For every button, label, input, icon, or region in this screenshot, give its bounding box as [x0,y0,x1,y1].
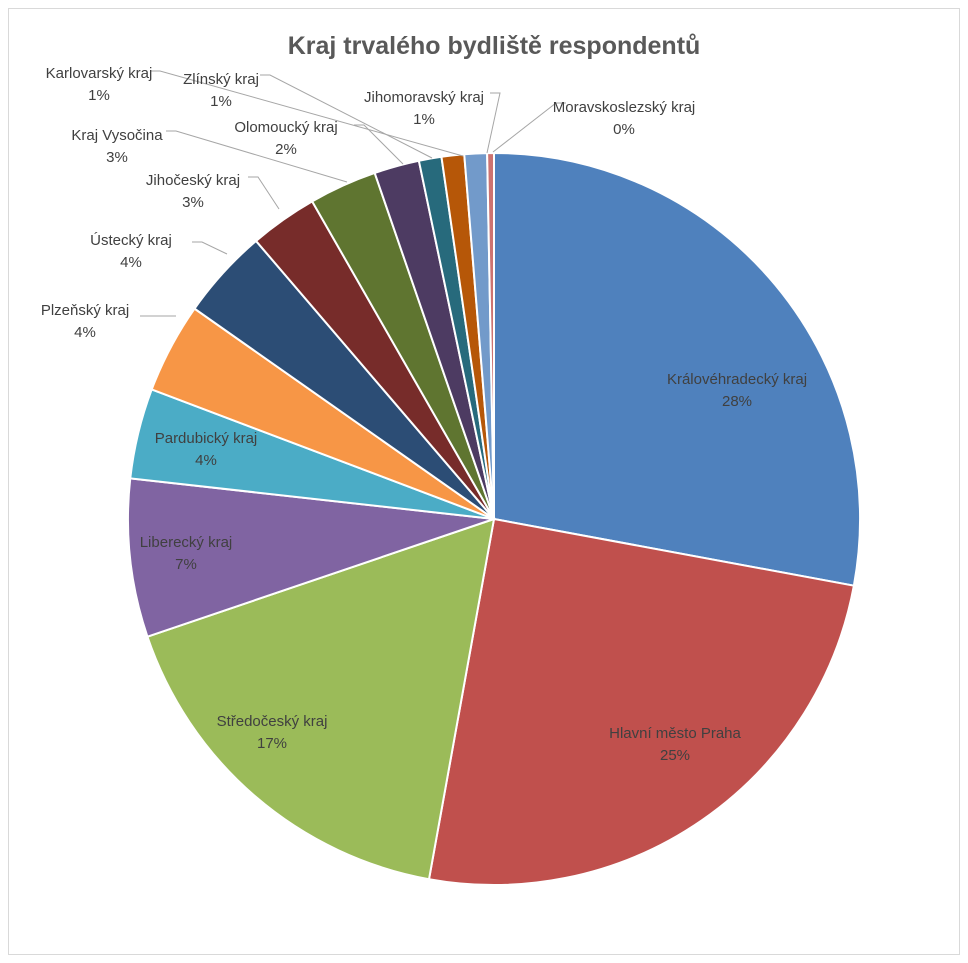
leader-line-11 [260,74,433,159]
slice-name-label: Královéhradecký kraj [667,371,807,388]
pie-slice-3 [146,517,496,881]
slice-name-label: Středočeský kraj [217,713,328,730]
slice-percent-label: 17% [257,735,287,752]
data-label-9: Kraj Vysočina 3% [71,127,163,166]
slice-name-label: Hlavní město Praha [609,725,741,742]
slice-name-label: Kraj Vysočina [71,127,163,144]
pie-slices [127,151,861,886]
slice-name-label: Zlínský kraj [183,71,259,88]
slice-name-label: Moravskoslezský kraj [553,99,696,116]
slice-percent-label: 4% [120,254,142,271]
slice-name-label: Jihomoravský kraj [364,89,484,106]
slice-percent-label: 0% [613,121,635,138]
leader-line-10 [354,124,404,165]
data-label-3: Středočeský kraj 17% [217,713,328,752]
slice-percent-label: 2% [275,141,297,158]
slice-percent-label: 25% [660,747,690,764]
chart-title: Kraj trvalého bydliště respondentů [288,32,701,60]
slice-name-label: Pardubický kraj [155,430,258,447]
leader-line-13 [486,92,501,154]
slice-name-label: Liberecký kraj [140,534,233,551]
data-label-8: Jihočeský kraj 3% [146,172,240,211]
slice-percent-label: 7% [175,556,197,573]
leader-line-8 [248,176,280,210]
data-label-2: Hlavní město Praha 25% [609,725,741,764]
data-label-11: Zlínský kraj 1% [183,71,259,110]
slice-percent-label: 4% [74,324,96,341]
data-label-12: Karlovarský kraj 1% [46,65,153,104]
data-label-1: Královéhradecký kraj 28% [667,371,807,410]
leader-line-9 [166,130,348,183]
slice-name-label: Jihočeský kraj [146,172,240,189]
data-label-5: Pardubický kraj 4% [155,430,258,469]
slice-percent-label: 3% [106,149,128,166]
leader-line-12 [150,70,464,157]
slice-percent-label: 3% [182,194,204,211]
data-labels: Královéhradecký kraj 28% Hlavní město Prah… [41,65,807,764]
pie-slice-14 [486,151,495,520]
pie-slice-4 [127,477,495,638]
slice-percent-label: 1% [210,93,232,110]
slice-percent-label: 4% [195,452,217,469]
slice-name-label: Karlovarský kraj [46,65,153,82]
data-label-6: Plzeňský kraj 4% [41,302,129,341]
slice-percent-label: 1% [88,87,110,104]
slice-percent-label: 28% [722,393,752,410]
data-label-10: Olomoucký kraj 2% [234,119,337,158]
slice-name-label: Plzeňský kraj [41,302,129,319]
slice-percent-label: 1% [413,111,435,128]
slice-name-label: Olomoucký kraj [234,119,337,136]
data-label-4: Liberecký kraj 7% [140,534,233,573]
pie-slice-2 [427,517,856,886]
leader-lines [140,70,566,317]
data-label-14: Moravskoslezský kraj 0% [553,99,696,138]
data-label-13: Jihomoravský kraj 1% [364,89,484,128]
leader-line-7 [192,241,228,255]
pie-slice-1 [493,151,861,587]
leader-line-14 [492,102,566,153]
data-label-7: Ústecký kraj 4% [90,232,172,271]
slice-name-label: Ústecký kraj [90,232,172,249]
